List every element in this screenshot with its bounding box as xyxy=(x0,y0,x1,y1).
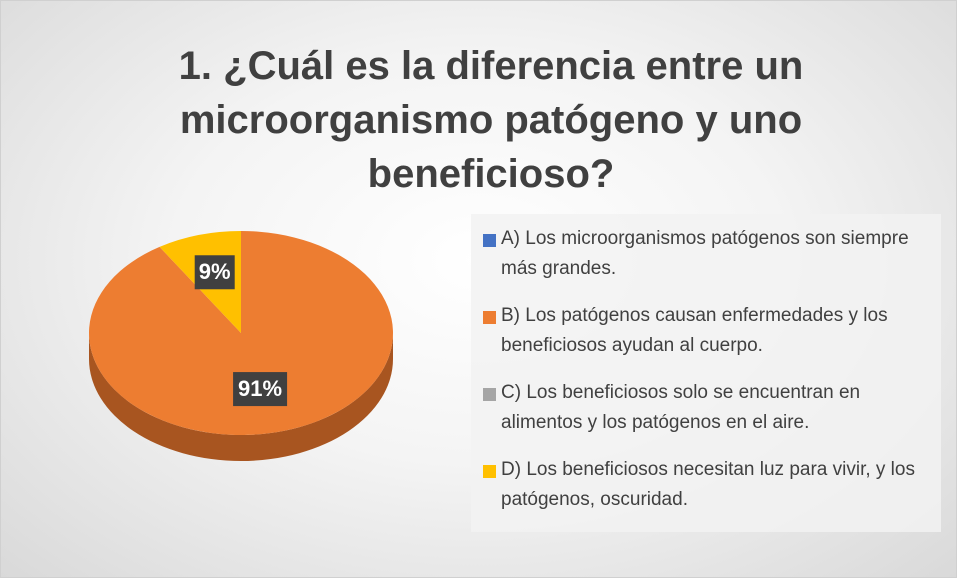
legend-label: D) Los beneficiosos necesitan luz para v… xyxy=(501,459,915,510)
data-label: 91% xyxy=(238,376,282,401)
pie-side xyxy=(89,333,393,461)
legend-swatch xyxy=(483,311,496,324)
data-label-box xyxy=(233,372,288,407)
legend-swatch xyxy=(483,388,496,401)
legend-swatch xyxy=(483,234,496,247)
legend-entry: C) Los beneficiosos solo se encuentran e… xyxy=(479,378,929,438)
legend-label: A) Los microorganismos patógenos son sie… xyxy=(501,228,909,279)
data-label: 9% xyxy=(199,259,231,284)
pie-area: 91% 9% xyxy=(88,231,394,461)
legend-entry: A) Los microorganismos patógenos son sie… xyxy=(479,224,929,284)
chart-title: 1. ¿Cuál es la diferencia entre un micro… xyxy=(178,44,804,196)
legend-label: B) Los patógenos causan enfermedades y l… xyxy=(501,305,888,356)
legend-swatch xyxy=(483,465,496,478)
data-label-box xyxy=(194,255,235,290)
legend-entry: B) Los patógenos causan enfermedades y l… xyxy=(479,301,929,361)
legend-entry: D) Los beneficiosos necesitan luz para v… xyxy=(479,455,929,515)
legend-label: C) Los beneficiosos solo se encuentran e… xyxy=(501,382,861,433)
legend: A) Los microorganismos patógenos son sie… xyxy=(471,214,941,532)
